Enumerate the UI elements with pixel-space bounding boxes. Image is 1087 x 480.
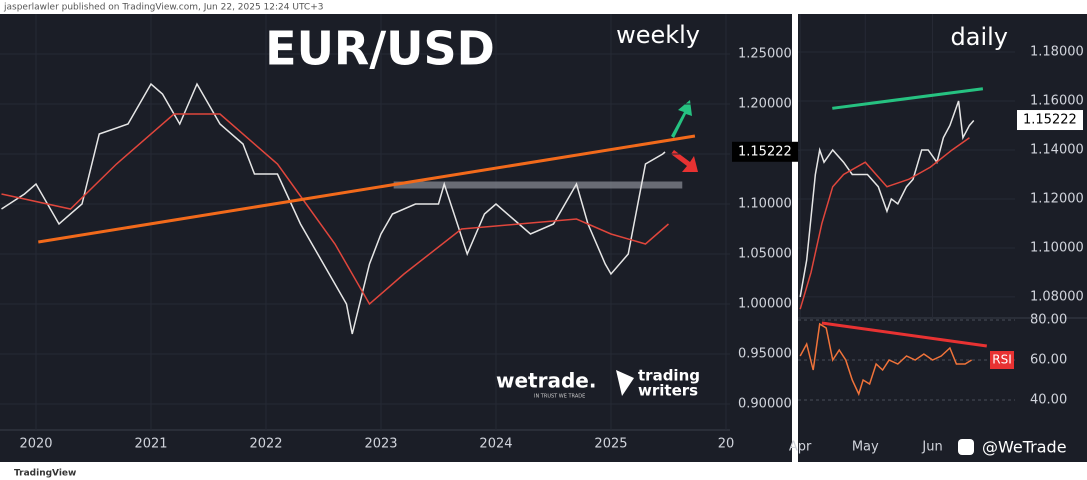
weekly-panel (0, 14, 792, 462)
x-tick-label: 2022 (249, 437, 282, 452)
y-tick-label: 60.00 (1030, 353, 1067, 368)
y-tick-label: 1.25000 (738, 47, 792, 62)
chart-title: EUR/USD (265, 22, 495, 76)
daily-panel (798, 14, 1087, 462)
y-tick-label: 1.16000 (1030, 93, 1084, 108)
y-tick-label: 0.90000 (738, 397, 792, 412)
x-tick-label: 2020 (19, 437, 52, 452)
up-arrow (671, 100, 692, 138)
series-line (799, 100, 975, 298)
y-tick-label: 1.18000 (1030, 44, 1084, 59)
plot (798, 14, 1015, 318)
y-tick-label: 0.95000 (738, 347, 792, 362)
y-tick-label: 1.00000 (738, 297, 792, 312)
plot (798, 319, 1015, 401)
series-line (1, 113, 669, 306)
social: @WeTrade (982, 438, 1067, 457)
x-tick-label: May (852, 440, 879, 455)
trendline (832, 87, 984, 110)
brand: trading (638, 367, 700, 385)
price-tag (732, 141, 798, 162)
brand: writers (638, 382, 698, 400)
footer: TradingView (14, 469, 76, 479)
tagline: IN TRUST WE TRADE (534, 394, 585, 400)
price-tag-label: 1.15222 (1023, 113, 1077, 128)
y-tick-label: 1.20000 (738, 97, 792, 112)
price-tag-label: 1.15222 (738, 144, 792, 159)
x-tick-label: Apr (789, 440, 812, 455)
x-tick-label: 20 (718, 437, 735, 452)
x-tick-label: 2023 (364, 437, 397, 452)
tw-logo (616, 370, 634, 396)
price-tag (1017, 110, 1083, 131)
x-tick-label: 2025 (594, 437, 627, 452)
series-line (1, 82, 666, 335)
trendline (38, 134, 696, 244)
series-line (799, 322, 972, 397)
down-arrow (671, 150, 698, 172)
y-tick-label: 1.10000 (738, 197, 792, 212)
chart-subtitle: weekly (616, 21, 700, 49)
x-tick-label: Jun (921, 440, 942, 455)
y-tick-label: 1.14000 (1030, 142, 1084, 157)
trendline (821, 321, 987, 348)
y-tick-label: 80.00 (1030, 313, 1067, 328)
rsi-badge (990, 351, 1014, 369)
y-tick-label: 1.05000 (738, 247, 792, 262)
series-line (799, 137, 970, 310)
x-tick-label: 2024 (479, 437, 512, 452)
x-tick-label: 2021 (134, 437, 167, 452)
y-tick-label: 40.00 (1030, 393, 1067, 408)
brand: wetrade. (496, 369, 596, 393)
y-tick-label: 1.12000 (1030, 191, 1084, 206)
chart-subtitle: RSI (992, 353, 1012, 367)
y-tick-label: 1.10000 (1030, 240, 1084, 255)
fb-icon (958, 439, 974, 455)
chart-subtitle: daily (951, 23, 1008, 51)
y-tick-label: 1.08000 (1030, 289, 1084, 304)
plot (0, 14, 730, 430)
header: jasperlawler published on TradingView.co… (3, 3, 323, 13)
